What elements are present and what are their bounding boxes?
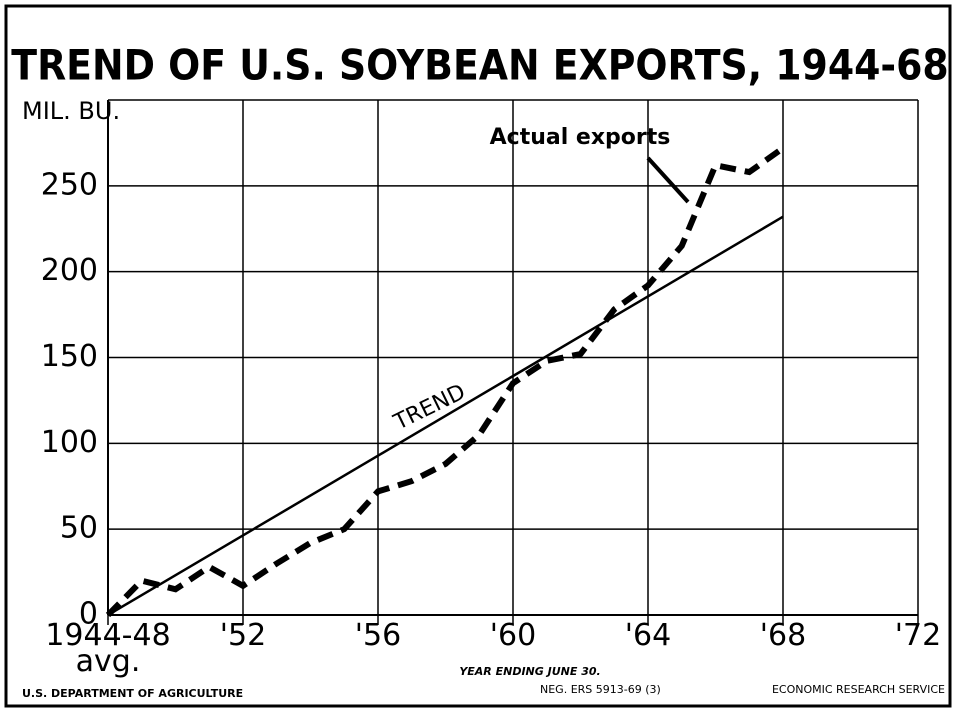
annotation-pointer — [646, 156, 690, 204]
footer-middle: NEG. ERS 5913-69 (3) — [540, 683, 661, 696]
y-tick-label: 100 — [41, 425, 98, 460]
y-tick-label: 200 — [41, 253, 98, 288]
y-tick-label: 150 — [41, 339, 98, 374]
y-tick-label: 250 — [41, 167, 98, 202]
y-tick-label: 50 — [60, 511, 98, 546]
x-tick-label: '64 — [624, 618, 672, 653]
x-tick-label: '60 — [489, 618, 537, 653]
x-tick-label: 1944-48 avg. — [45, 618, 171, 679]
x-tick-label: '56 — [354, 618, 402, 653]
series-label: Actual exports — [490, 125, 671, 150]
series-label: TREND — [389, 380, 469, 436]
y-axis-label: MIL. BU. — [22, 97, 120, 125]
series-line — [105, 145, 785, 618]
x-tick-label: '68 — [759, 618, 807, 653]
frame — [4, 4, 952, 708]
footer-left: U.S. DEPARTMENT OF AGRICULTURE — [22, 687, 243, 700]
y-tick-label: 0 — [79, 597, 98, 632]
footer-right: ECONOMIC RESEARCH SERVICE — [772, 683, 945, 696]
x-axis-label: YEAR ENDING JUNE 30. — [459, 665, 600, 678]
series-line — [107, 215, 784, 617]
x-tick-label: '72 — [894, 618, 942, 653]
chart-title: TREND OF U.S. SOYBEAN EXPORTS, 1944-68 — [11, 41, 948, 90]
x-tick-label: '52 — [219, 618, 267, 653]
